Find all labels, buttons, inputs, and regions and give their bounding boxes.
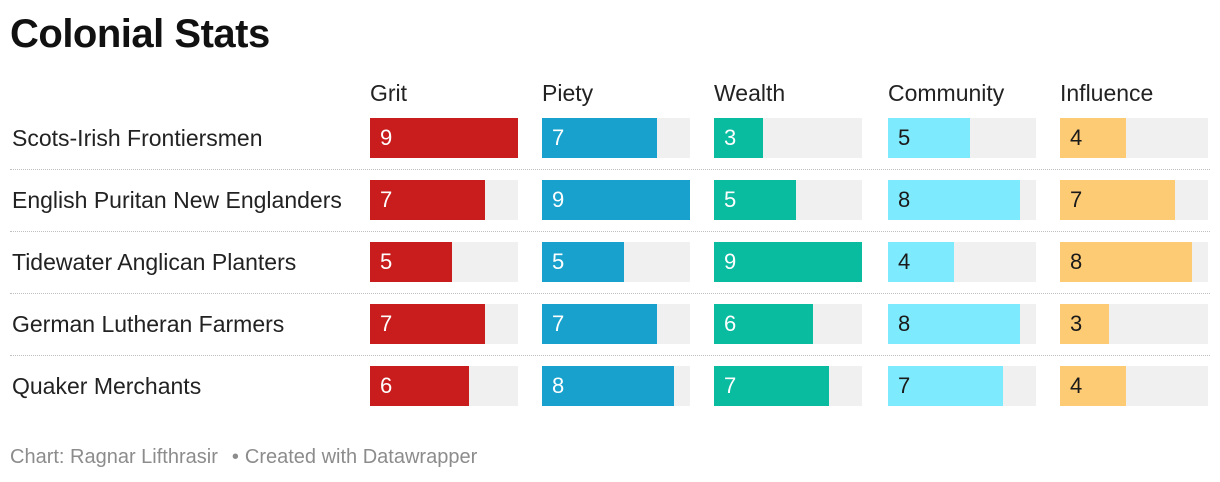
bar-value-label: 5 [724,187,737,212]
bar-value-label: 8 [898,187,911,212]
bar-track: 4 [888,242,1036,282]
bar-value-label: 6 [724,311,737,336]
bar-value-label: 7 [380,187,393,212]
bar-track: 8 [542,366,690,406]
row-label: German Lutheran Farmers [12,311,285,337]
row-label: Tidewater Anglican Planters [12,249,297,275]
bar-value-label: 5 [552,249,565,274]
bar-track: 6 [370,366,518,406]
bar-track: 8 [1060,242,1208,282]
bar-value-label: 3 [724,125,737,150]
bar-grit: 6 [370,366,469,406]
row-divider [10,293,1210,294]
source-credit: Chart: Ragnar Lifthrasir [10,446,218,468]
bar-value-label: 9 [552,187,565,212]
bar-track: 8 [888,180,1036,220]
bar-track: 7 [370,304,518,344]
bar-community: 4 [888,242,954,282]
column-header-wealth: Wealth [714,80,786,106]
bar-value-label: 5 [380,249,393,274]
bar-piety: 7 [542,304,657,344]
bar-track: 8 [888,304,1036,344]
bar-grit: 7 [370,304,485,344]
footer-separator: • [231,446,239,468]
bar-grit: 9 [370,118,518,158]
column-header-piety: Piety [542,80,594,106]
row-label: English Puritan New Englanders [12,187,342,213]
bar-wealth: 9 [714,242,862,282]
bar-track: 9 [714,242,862,282]
bar-value-label: 6 [380,373,393,398]
row-label: Quaker Merchants [12,373,202,399]
bar-value-label: 4 [898,249,911,274]
row-divider [10,169,1210,170]
bar-grit: 7 [370,180,485,220]
bar-track: 4 [1060,366,1208,406]
bar-wealth: 7 [714,366,829,406]
bar-community: 8 [888,180,1020,220]
bar-value-label: 7 [380,311,393,336]
bar-piety: 7 [542,118,657,158]
bar-influence: 3 [1060,304,1109,344]
bar-track: 7 [714,366,862,406]
bar-track: 5 [714,180,862,220]
bar-value-label: 9 [724,249,737,274]
bar-value-label: 7 [552,125,565,150]
bar-track: 7 [542,118,690,158]
bar-value-label: 8 [898,311,911,336]
bar-value-label: 9 [380,125,393,150]
bar-value-label: 7 [552,311,565,336]
bar-grit: 5 [370,242,452,282]
bar-track: 5 [888,118,1036,158]
chart-footer: Chart: Ragnar Lifthrasir • Created with Da… [10,446,477,469]
bar-track: 7 [1060,180,1208,220]
row-divider [10,355,1210,356]
bar-track: 9 [370,118,518,158]
bar-value-label: 5 [898,125,911,150]
bar-community: 5 [888,118,970,158]
bar-piety: 9 [542,180,690,220]
bar-piety: 5 [542,242,624,282]
column-header-grit: Grit [370,80,408,106]
bar-value-label: 8 [552,373,565,398]
bar-value-label: 3 [1070,311,1083,336]
bar-wealth: 6 [714,304,813,344]
bar-wealth: 3 [714,118,763,158]
bar-value-label: 7 [1070,187,1083,212]
bar-track: 9 [542,180,690,220]
bar-track: 5 [542,242,690,282]
column-header-influence: Influence [1060,80,1154,106]
bar-influence: 4 [1060,118,1126,158]
bar-value-label: 7 [898,373,911,398]
row-label: Scots-Irish Frontiersmen [12,125,263,151]
bar-value-label: 4 [1070,125,1083,150]
chart-title: Colonial Stats [10,12,270,56]
bar-track: 7 [888,366,1036,406]
bar-track: 7 [370,180,518,220]
bar-track: 3 [714,118,862,158]
bar-piety: 8 [542,366,674,406]
bar-influence: 7 [1060,180,1175,220]
column-header-community: Community [888,80,1005,106]
bar-community: 7 [888,366,1003,406]
bar-track: 6 [714,304,862,344]
bar-track: 3 [1060,304,1208,344]
datawrapper-credit: Created with Datawrapper [244,446,478,468]
bar-value-label: 7 [724,373,737,398]
bar-value-label: 4 [1070,373,1083,398]
bar-track: 4 [1060,118,1208,158]
bar-influence: 4 [1060,366,1126,406]
bar-influence: 8 [1060,242,1192,282]
bar-track: 5 [370,242,518,282]
bar-value-label: 8 [1070,249,1083,274]
bar-wealth: 5 [714,180,796,220]
bar-track: 7 [542,304,690,344]
bar-community: 8 [888,304,1020,344]
row-divider [10,231,1210,232]
